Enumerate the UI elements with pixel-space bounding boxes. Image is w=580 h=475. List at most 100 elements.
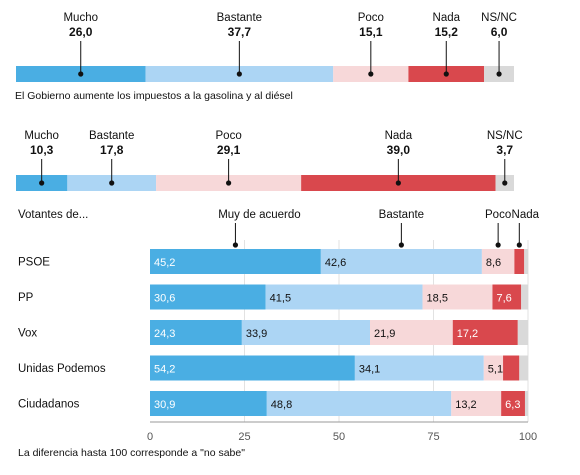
leader-dot-poco xyxy=(226,180,232,186)
bar-pp-nada xyxy=(492,284,522,310)
value-label-mucho: 26,0 xyxy=(69,25,93,39)
category-label-poco: Poco xyxy=(216,130,242,142)
x-tick-label-100: 100 xyxy=(519,431,537,443)
category-label-nada: Nada xyxy=(433,12,461,24)
data-label-vox-nada: 17,2 xyxy=(457,328,478,340)
x-tick-label-0: 0 xyxy=(147,431,153,443)
legend-dot-bastante xyxy=(398,242,404,248)
bar-ciudadanos-muy-de-acuerdo xyxy=(150,391,267,416)
data-label-pp-nada: 7,6 xyxy=(496,293,511,305)
category-label-mucho: Mucho xyxy=(63,12,98,24)
row-label-ciudadanos: Ciudadanos xyxy=(18,399,80,411)
row-label-pp: PP xyxy=(18,292,34,304)
data-label-pp-poco: 18,5 xyxy=(427,293,448,305)
data-label-pp-bastante: 41,5 xyxy=(270,293,291,305)
value-label-nada: 39,0 xyxy=(387,143,411,157)
bar-unidas-podemos-bastante xyxy=(354,355,484,381)
data-label-unidas-podemos-bastante: 34,1 xyxy=(359,364,380,376)
leader-dot-mucho xyxy=(39,180,45,186)
bar-unidas-podemos-no-sabe xyxy=(519,355,528,381)
bar-vox-nada xyxy=(452,320,518,345)
bar-psoe-muy-de-acuerdo xyxy=(150,249,321,274)
bar-psoe-poco xyxy=(481,249,515,274)
row-label-psoe: PSOE xyxy=(18,257,50,269)
bar-unidas-podemos-nada xyxy=(503,355,520,381)
value-label-poco: 15,1 xyxy=(359,25,383,39)
x-axis: 0 25 50 75 100 xyxy=(147,421,537,443)
value-label-poco: 29,1 xyxy=(217,143,241,157)
bar-psoe-bastante xyxy=(320,249,482,274)
bar-ciudadanos-no-sabe xyxy=(524,391,528,416)
bar-ciudadanos-poco xyxy=(451,391,502,416)
leader-dot-ns-nc xyxy=(502,180,508,186)
legend-dot-poco xyxy=(495,242,501,248)
category-label-bastante: Bastante xyxy=(217,12,262,24)
legend-dot-nada xyxy=(516,242,522,248)
bar-pp-no-sabe xyxy=(521,284,528,310)
category-label-ns-nc: NS/NC xyxy=(487,130,523,142)
data-label-psoe-muy-de-acuerdo: 45,2 xyxy=(154,257,175,269)
footnote: La diferencia hasta 100 corresponde a "n… xyxy=(18,447,245,459)
bar-unidas-podemos-muy-de-acuerdo xyxy=(150,355,355,381)
legend-label-bastante: Bastante xyxy=(379,209,424,221)
data-label-psoe-bastante: 42,6 xyxy=(325,257,346,269)
x-tick-label-75: 75 xyxy=(427,431,439,443)
bar-pp-bastante xyxy=(265,284,423,310)
party-bars: PSOE 45,2 42,6 8,6 PP 30,6 41,5 18,5 7,6 Vox 24,3 3… xyxy=(18,249,528,416)
legend-label-nada: Nada xyxy=(512,209,540,221)
value-label-nada: 15,2 xyxy=(435,25,459,39)
category-label-bastante: Bastante xyxy=(89,130,134,142)
bar-vox-poco xyxy=(369,320,453,345)
bar-psoe-no-sabe xyxy=(524,249,528,274)
legend-dot-muy-de-acuerdo xyxy=(232,242,239,248)
data-label-unidas-podemos-muy-de-acuerdo: 54,2 xyxy=(154,364,175,376)
value-label-ns-nc: 6,0 xyxy=(491,25,508,39)
bar-unidas-podemos-poco xyxy=(483,355,504,381)
category-label-nada: Nada xyxy=(385,130,413,142)
leader-dot-bastante xyxy=(236,71,242,77)
data-label-vox-muy-de-acuerdo: 24,3 xyxy=(154,328,175,340)
row-label-unidas-podemos: Unidas Podemos xyxy=(18,363,106,375)
bar-pp-poco xyxy=(422,284,493,310)
data-label-ciudadanos-muy-de-acuerdo: 30,9 xyxy=(154,399,175,411)
x-tick-label-50: 50 xyxy=(333,431,345,443)
leader-dot-nada xyxy=(443,71,449,77)
bar-ciudadanos-nada xyxy=(501,391,525,416)
bar-psoe-nada xyxy=(514,249,525,274)
x-tick-label-25: 25 xyxy=(238,431,250,443)
leader-dot-ns-nc xyxy=(496,71,502,77)
data-label-unidas-podemos-poco: 5,1 xyxy=(488,364,503,376)
bar-vox-bastante xyxy=(241,320,370,345)
value-label-bastante: 17,8 xyxy=(100,143,124,157)
data-label-ciudadanos-bastante: 48,8 xyxy=(271,399,292,411)
legend-label-muy-de-acuerdo: Muy de acuerdo xyxy=(218,209,300,221)
value-label-mucho: 10,3 xyxy=(30,143,54,157)
votantes-heading: Votantes de... xyxy=(18,209,88,221)
leader-dot-bastante xyxy=(109,180,115,186)
bar-ciudadanos-bastante xyxy=(266,391,452,416)
value-label-bastante: 37,7 xyxy=(228,25,252,39)
row-label-vox: Vox xyxy=(18,328,37,340)
legend-label-poco: Poco xyxy=(485,209,511,221)
data-label-vox-bastante: 33,9 xyxy=(246,328,267,340)
legend-annotations: Muy de acuerdo Bastante Poco Nada xyxy=(218,209,540,248)
caption-gasolina: El Gobierno aumente los impuestos a la g… xyxy=(15,90,293,102)
category-label-ns-nc: NS/NC xyxy=(481,12,517,24)
leader-dot-mucho xyxy=(78,71,84,77)
category-label-mucho: Mucho xyxy=(24,130,59,142)
data-label-ciudadanos-poco: 13,2 xyxy=(455,399,476,411)
value-label-ns-nc: 3,7 xyxy=(496,143,513,157)
bar-vox-muy-de-acuerdo xyxy=(150,320,242,345)
data-label-pp-muy-de-acuerdo: 30,6 xyxy=(154,293,175,305)
leader-dot-nada xyxy=(395,180,401,186)
data-label-ciudadanos-nada: 6,3 xyxy=(505,399,520,411)
data-label-psoe-poco: 8,6 xyxy=(486,257,501,269)
bar-vox-no-sabe xyxy=(517,320,528,345)
category-label-poco: Poco xyxy=(358,12,384,24)
leader-dot-poco xyxy=(368,71,374,77)
bar-pp-muy-de-acuerdo xyxy=(150,284,266,310)
data-label-vox-poco: 21,9 xyxy=(374,328,395,340)
